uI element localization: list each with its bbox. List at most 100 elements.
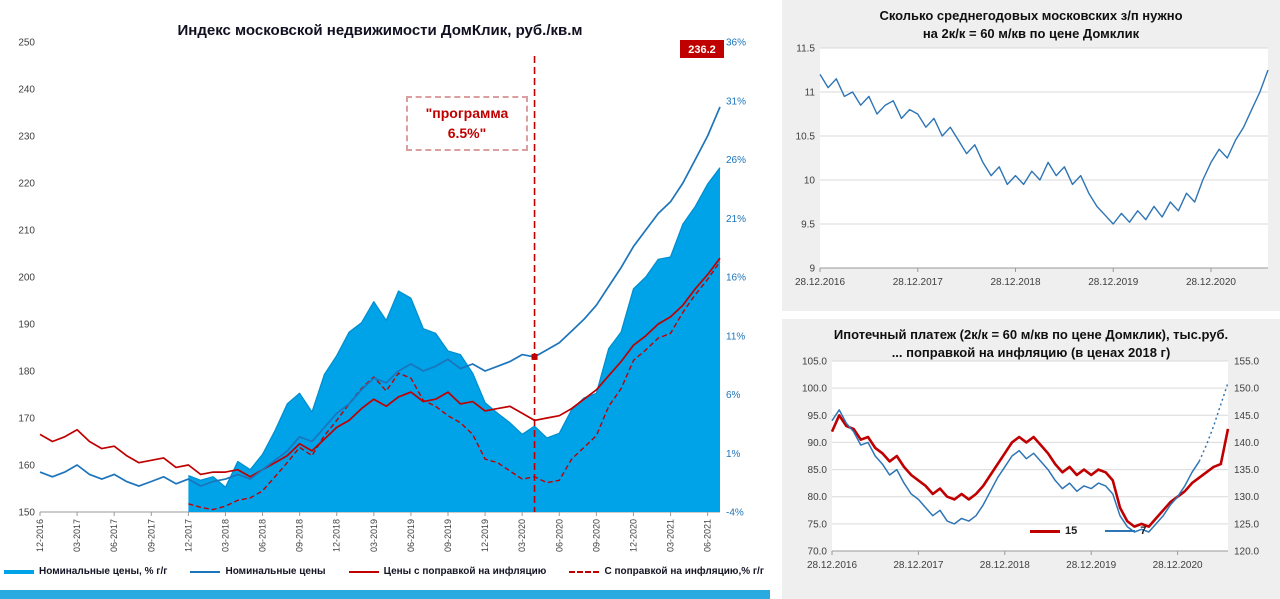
series-7-swatch-icon xyxy=(1105,530,1136,532)
svg-text:28.12.2020: 28.12.2020 xyxy=(1153,560,1203,571)
svg-text:240: 240 xyxy=(18,85,35,96)
annotation-line1: "программа xyxy=(425,105,509,121)
legend-item-nominal: Номинальные цены xyxy=(190,566,326,577)
svg-text:150.0: 150.0 xyxy=(1234,384,1259,395)
svg-text:21%: 21% xyxy=(726,214,746,225)
svg-text:85.0: 85.0 xyxy=(808,465,828,476)
svg-text:125.0: 125.0 xyxy=(1234,519,1259,530)
salary-chart-panel: Сколько среднегодовых московских з/п нуж… xyxy=(782,0,1280,311)
svg-text:11%: 11% xyxy=(726,331,745,342)
mortgage-chart-panel: Ипотечный платеж (2к/к = 60 м/кв по цене… xyxy=(782,319,1280,599)
legend-item-15: 15 xyxy=(1030,525,1077,537)
svg-text:9: 9 xyxy=(809,264,815,275)
svg-text:36%: 36% xyxy=(726,38,746,49)
svg-text:11.5: 11.5 xyxy=(796,44,815,55)
svg-text:150: 150 xyxy=(18,508,35,519)
nominal-swatch-icon xyxy=(190,570,221,573)
svg-text:28.12.2018: 28.12.2018 xyxy=(980,560,1030,571)
svg-text:12-2019: 12-2019 xyxy=(480,519,490,552)
svg-text:09-2020: 09-2020 xyxy=(591,519,601,552)
legend-item-nominal-yoy: Номинальные цены, % г/г xyxy=(4,566,167,577)
bottom-accent-bar xyxy=(0,590,770,599)
svg-text:11: 11 xyxy=(805,88,816,99)
svg-text:70.0: 70.0 xyxy=(808,547,828,558)
svg-text:220: 220 xyxy=(18,179,35,190)
salary-title-line1: Сколько среднегодовых московских з/п нуж… xyxy=(879,8,1183,23)
mortgage-title-line1: Ипотечный платеж (2к/к = 60 м/кв по цене… xyxy=(833,327,1229,342)
svg-text:1%: 1% xyxy=(726,449,741,460)
salary-title-line2: на 2к/к = 60 м/кв по цене Домклик xyxy=(922,25,1140,41)
svg-text:12-2020: 12-2020 xyxy=(628,519,638,552)
svg-text:160: 160 xyxy=(18,461,35,472)
svg-text:95.0: 95.0 xyxy=(808,411,828,422)
legend-item-real: Цены с поправкой на инфляцию xyxy=(348,566,547,577)
mortgage-chart-title: Ипотечный платеж (2к/к = 60 м/кв по цене… xyxy=(782,326,1280,361)
legend-item-real-yoy: С поправкой на инфляцию,% г/г xyxy=(569,566,764,577)
svg-text:210: 210 xyxy=(18,226,35,237)
svg-text:28.12.2020: 28.12.2020 xyxy=(1186,277,1236,288)
svg-text:236.2: 236.2 xyxy=(688,44,716,56)
series-15-swatch-icon xyxy=(1030,529,1060,533)
mortgage-payment-chart: 70.0 75.0 80.0 85.0 90.0 95.0 100.0 105.0 120.0 1… xyxy=(802,357,1259,572)
svg-text:16%: 16% xyxy=(726,273,746,284)
mortgage-chart-legend: 15 7 xyxy=(1030,525,1146,537)
svg-text:09-2018: 09-2018 xyxy=(295,519,305,552)
svg-text:250: 250 xyxy=(18,38,35,49)
svg-text:190: 190 xyxy=(18,320,35,331)
svg-text:28.12.2018: 28.12.2018 xyxy=(990,277,1040,288)
salary-chart-title: Сколько среднегодовых московских з/п нуж… xyxy=(782,7,1280,42)
svg-text:06-2019: 06-2019 xyxy=(406,519,416,552)
main-chart-legend: Номинальные цены, % г/г Номинальные цены… xyxy=(4,566,764,577)
svg-text:105.0: 105.0 xyxy=(802,357,827,368)
svg-text:06-2020: 06-2020 xyxy=(554,519,564,552)
svg-text:28.12.2017: 28.12.2017 xyxy=(893,277,943,288)
svg-text:75.0: 75.0 xyxy=(808,519,828,530)
nominal-yoy-swatch-icon xyxy=(4,569,34,574)
svg-text:03-2019: 03-2019 xyxy=(369,519,379,552)
real-swatch-icon xyxy=(348,570,379,573)
legend-label: С поправкой на инфляцию,% г/г xyxy=(604,566,764,577)
svg-text:03-2021: 03-2021 xyxy=(666,519,676,552)
svg-text:90.0: 90.0 xyxy=(808,438,828,449)
legend-label: Номинальные цены, % г/г xyxy=(39,566,168,577)
svg-text:06-2021: 06-2021 xyxy=(703,519,713,552)
svg-text:03-2017: 03-2017 xyxy=(72,519,82,552)
svg-text:10.5: 10.5 xyxy=(796,132,816,143)
svg-text:12-2017: 12-2017 xyxy=(183,519,193,552)
main-chart-panel: Индекс московской недвижимости ДомКлик, … xyxy=(0,22,770,599)
svg-text:230: 230 xyxy=(18,132,35,143)
svg-text:120.0: 120.0 xyxy=(1234,547,1259,558)
svg-text:09-2017: 09-2017 xyxy=(146,519,156,552)
svg-text:100.0: 100.0 xyxy=(802,384,827,395)
svg-text:06-2018: 06-2018 xyxy=(258,519,268,552)
svg-text:28.12.2019: 28.12.2019 xyxy=(1088,277,1138,288)
svg-text:135.0: 135.0 xyxy=(1234,465,1259,476)
svg-text:180: 180 xyxy=(18,367,35,378)
svg-text:28.12.2017: 28.12.2017 xyxy=(893,560,943,571)
svg-text:6%: 6% xyxy=(726,390,741,401)
svg-text:-4%: -4% xyxy=(726,508,744,519)
svg-text:80.0: 80.0 xyxy=(808,492,828,503)
svg-text:03-2020: 03-2020 xyxy=(517,519,527,552)
svg-text:12-2016: 12-2016 xyxy=(35,519,45,552)
svg-text:140.0: 140.0 xyxy=(1234,438,1259,449)
svg-text:03-2018: 03-2018 xyxy=(220,519,230,552)
svg-text:31%: 31% xyxy=(726,96,746,107)
svg-text:200: 200 xyxy=(18,273,35,284)
legend-label: 15 xyxy=(1065,525,1078,537)
legend-label: 7 xyxy=(1140,525,1147,537)
svg-text:28.12.2016: 28.12.2016 xyxy=(807,560,857,571)
svg-text:9.5: 9.5 xyxy=(801,220,815,231)
svg-text:170: 170 xyxy=(18,414,35,425)
mortgage-title-line2: ... поправкой на инфляцию (в ценах 2018 … xyxy=(891,344,1171,360)
annotation-line2: 6.5%" xyxy=(447,125,487,142)
legend-item-7: 7 xyxy=(1105,525,1146,537)
svg-text:10: 10 xyxy=(804,176,816,187)
legend-label: Номинальные цены xyxy=(225,566,326,577)
legend-label: Цены с поправкой на инфляцию xyxy=(383,566,547,577)
real-yoy-swatch-icon xyxy=(569,570,600,573)
moscow-price-index-chart: 150 160 170 180 190 200 210 220 230 240 250 -4% 1% 6%… xyxy=(18,38,746,553)
svg-text:155.0: 155.0 xyxy=(1234,357,1259,368)
svg-text:26%: 26% xyxy=(726,155,746,166)
